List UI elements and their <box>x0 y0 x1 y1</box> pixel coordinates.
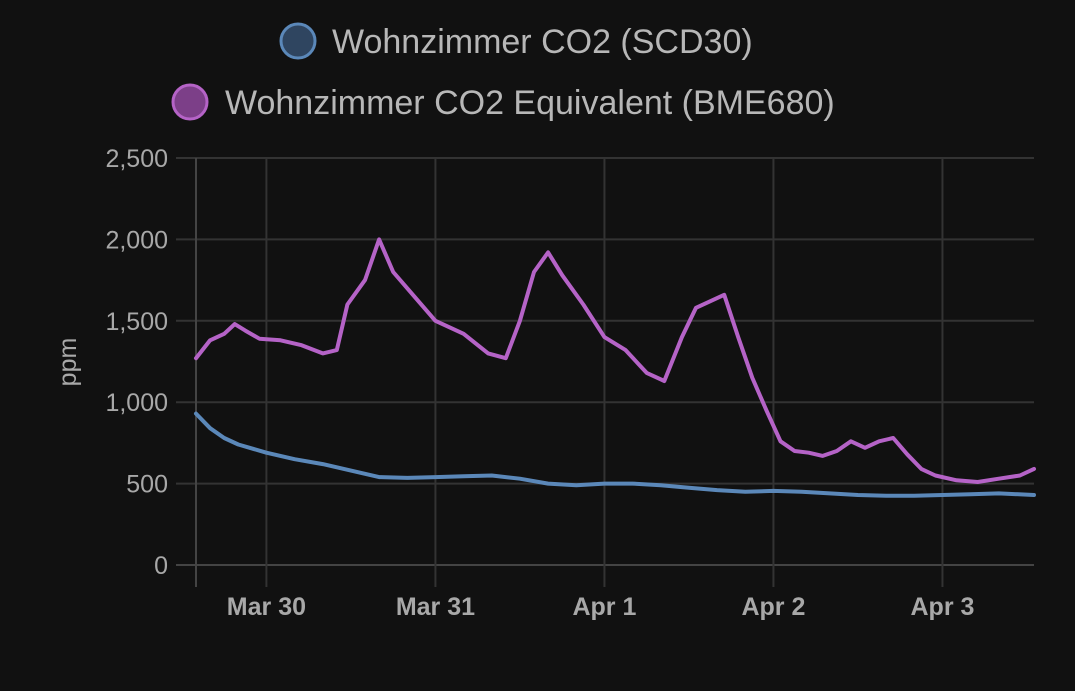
x-tick-label: Apr 1 <box>572 593 636 621</box>
legend-label-bme680: Wohnzimmer CO2 Equivalent (BME680) <box>225 84 835 122</box>
series-line-bme680 <box>194 237 1036 484</box>
legend-label-scd30: Wohnzimmer CO2 (SCD30) <box>332 23 753 61</box>
legend-marker-bme680 <box>171 83 209 121</box>
y-axis-title: ppm <box>54 338 82 387</box>
x-gridlines <box>195 158 944 587</box>
y-tick-label: 1,000 <box>105 389 168 417</box>
legend-item-bme680[interactable]: Wohnzimmer CO2 Equivalent (BME680) <box>171 83 835 122</box>
legend-marker-scd30 <box>279 22 317 60</box>
y-tick-label: 500 <box>126 471 168 499</box>
x-tick-labels: Mar 30 Mar 31 Apr 1 Apr 2 Apr 3 <box>227 593 975 621</box>
series-line-scd30 <box>194 411 1036 498</box>
y-tick-label: 2,000 <box>105 226 168 254</box>
plot-series <box>194 237 1036 498</box>
x-tick-label: Mar 31 <box>396 593 475 621</box>
legend-item-scd30[interactable]: Wohnzimmer CO2 (SCD30) <box>279 22 753 61</box>
x-tick-label: Apr 2 <box>741 593 805 621</box>
y-tick-label: 2,500 <box>105 145 168 173</box>
x-tick-label: Apr 3 <box>911 593 975 621</box>
x-tick-label: Mar 30 <box>227 593 306 621</box>
legend: Wohnzimmer CO2 (SCD30) Wohnzimmer CO2 Eq… <box>171 22 835 122</box>
y-tick-label: 1,500 <box>105 308 168 336</box>
y-tick-labels: 0 500 1,000 1,500 2,000 2,500 <box>105 145 168 580</box>
y-tick-label: 0 <box>154 552 168 580</box>
